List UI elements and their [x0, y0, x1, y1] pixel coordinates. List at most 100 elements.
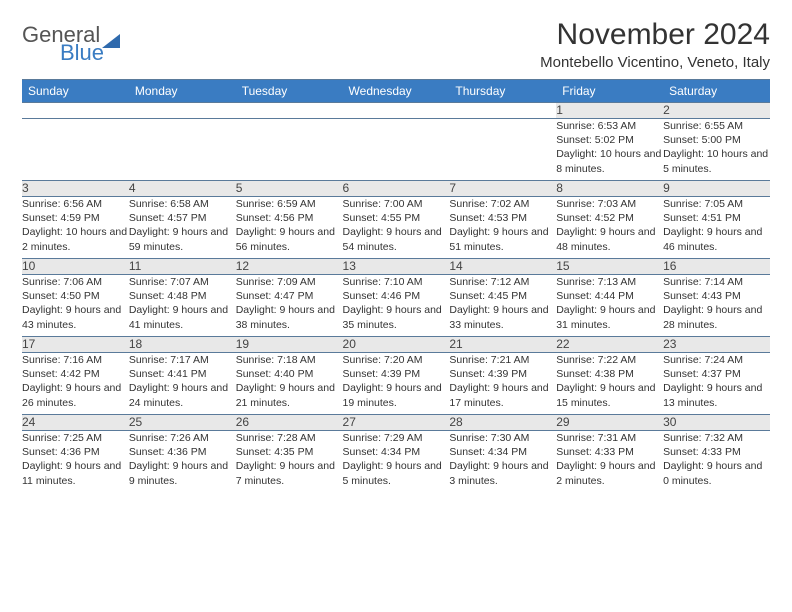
weekday-header-row: Sunday Monday Tuesday Wednesday Thursday…: [22, 80, 770, 103]
day-number-cell: [449, 103, 556, 119]
day-data-cell: Sunrise: 7:28 AMSunset: 4:35 PMDaylight:…: [236, 431, 343, 493]
day-number-cell: 20: [343, 337, 450, 353]
day-data-cell: Sunrise: 7:20 AMSunset: 4:39 PMDaylight:…: [343, 353, 450, 415]
calendar-body: 12Sunrise: 6:53 AMSunset: 5:02 PMDayligh…: [22, 103, 770, 493]
day-data-cell: Sunrise: 6:59 AMSunset: 4:56 PMDaylight:…: [236, 197, 343, 259]
sunset-text: Sunset: 4:34 PM: [343, 445, 450, 459]
daylight-text: Daylight: 9 hours and 13 minutes.: [663, 381, 770, 409]
daylight-text: Daylight: 9 hours and 51 minutes.: [449, 225, 556, 253]
day-number-cell: 29: [556, 415, 663, 431]
day-data-cell: Sunrise: 7:24 AMSunset: 4:37 PMDaylight:…: [663, 353, 770, 415]
sunrise-text: Sunrise: 6:58 AM: [129, 197, 236, 211]
day-number-cell: 7: [449, 181, 556, 197]
day-data-cell: Sunrise: 7:02 AMSunset: 4:53 PMDaylight:…: [449, 197, 556, 259]
day-number-cell: 16: [663, 259, 770, 275]
brand-part2: Blue: [60, 42, 120, 64]
day-number-cell: 24: [22, 415, 129, 431]
sunset-text: Sunset: 4:37 PM: [663, 367, 770, 381]
sunrise-text: Sunrise: 7:06 AM: [22, 275, 129, 289]
day-data-cell: Sunrise: 7:03 AMSunset: 4:52 PMDaylight:…: [556, 197, 663, 259]
sunrise-text: Sunrise: 7:22 AM: [556, 353, 663, 367]
header: General Blue November 2024 Montebello Vi…: [22, 18, 770, 71]
sunset-text: Sunset: 4:47 PM: [236, 289, 343, 303]
calendar-table: Sunday Monday Tuesday Wednesday Thursday…: [22, 80, 770, 493]
daylight-text: Daylight: 9 hours and 9 minutes.: [129, 459, 236, 487]
day-data-cell: Sunrise: 7:07 AMSunset: 4:48 PMDaylight:…: [129, 275, 236, 337]
day-number-cell: 3: [22, 181, 129, 197]
sunset-text: Sunset: 4:51 PM: [663, 211, 770, 225]
sunset-text: Sunset: 4:57 PM: [129, 211, 236, 225]
sunrise-text: Sunrise: 7:24 AM: [663, 353, 770, 367]
daylight-text: Daylight: 9 hours and 19 minutes.: [343, 381, 450, 409]
day-number-cell: 26: [236, 415, 343, 431]
sunset-text: Sunset: 4:43 PM: [663, 289, 770, 303]
day-number-cell: 2: [663, 103, 770, 119]
sunset-text: Sunset: 4:44 PM: [556, 289, 663, 303]
daylight-text: Daylight: 9 hours and 54 minutes.: [343, 225, 450, 253]
sunrise-text: Sunrise: 7:07 AM: [129, 275, 236, 289]
day-data-cell: Sunrise: 7:18 AMSunset: 4:40 PMDaylight:…: [236, 353, 343, 415]
sunrise-text: Sunrise: 6:55 AM: [663, 119, 770, 133]
sunset-text: Sunset: 4:34 PM: [449, 445, 556, 459]
daylight-text: Daylight: 9 hours and 28 minutes.: [663, 303, 770, 331]
location-text: Montebello Vicentino, Veneto, Italy: [540, 54, 770, 71]
weekday-sun: Sunday: [22, 80, 129, 103]
sunrise-text: Sunrise: 7:14 AM: [663, 275, 770, 289]
daylight-text: Daylight: 9 hours and 7 minutes.: [236, 459, 343, 487]
daylight-text: Daylight: 10 hours and 8 minutes.: [556, 147, 663, 175]
day-data-row: Sunrise: 7:25 AMSunset: 4:36 PMDaylight:…: [22, 431, 770, 493]
sunrise-text: Sunrise: 7:12 AM: [449, 275, 556, 289]
daylight-text: Daylight: 9 hours and 46 minutes.: [663, 225, 770, 253]
weekday-fri: Friday: [556, 80, 663, 103]
sunset-text: Sunset: 4:33 PM: [556, 445, 663, 459]
day-data-cell: Sunrise: 7:16 AMSunset: 4:42 PMDaylight:…: [22, 353, 129, 415]
sunrise-text: Sunrise: 7:32 AM: [663, 431, 770, 445]
day-number-cell: 28: [449, 415, 556, 431]
sunrise-text: Sunrise: 7:03 AM: [556, 197, 663, 211]
sunset-text: Sunset: 4:35 PM: [236, 445, 343, 459]
daylight-text: Daylight: 9 hours and 43 minutes.: [22, 303, 129, 331]
weekday-thu: Thursday: [449, 80, 556, 103]
day-data-cell: Sunrise: 7:12 AMSunset: 4:45 PMDaylight:…: [449, 275, 556, 337]
day-data-cell: [343, 119, 450, 181]
day-data-cell: Sunrise: 7:00 AMSunset: 4:55 PMDaylight:…: [343, 197, 450, 259]
sunrise-text: Sunrise: 7:16 AM: [22, 353, 129, 367]
day-number-cell: 14: [449, 259, 556, 275]
sunset-text: Sunset: 4:42 PM: [22, 367, 129, 381]
day-data-cell: Sunrise: 7:26 AMSunset: 4:36 PMDaylight:…: [129, 431, 236, 493]
day-number-cell: 30: [663, 415, 770, 431]
title-block: November 2024 Montebello Vicentino, Vene…: [540, 18, 770, 71]
day-number-cell: 17: [22, 337, 129, 353]
day-number-cell: 9: [663, 181, 770, 197]
daylight-text: Daylight: 9 hours and 17 minutes.: [449, 381, 556, 409]
weekday-mon: Monday: [129, 80, 236, 103]
sunrise-text: Sunrise: 7:09 AM: [236, 275, 343, 289]
sunrise-text: Sunrise: 7:30 AM: [449, 431, 556, 445]
day-data-cell: Sunrise: 7:29 AMSunset: 4:34 PMDaylight:…: [343, 431, 450, 493]
sunrise-text: Sunrise: 7:28 AM: [236, 431, 343, 445]
sunrise-text: Sunrise: 6:56 AM: [22, 197, 129, 211]
day-number-row: 3456789: [22, 181, 770, 197]
day-data-cell: [236, 119, 343, 181]
day-data-row: Sunrise: 7:16 AMSunset: 4:42 PM Daylight:…: [22, 353, 770, 415]
sunset-text: Sunset: 4:39 PM: [449, 367, 556, 381]
day-number-cell: 21: [449, 337, 556, 353]
sunset-text: Sunset: 4:59 PM: [22, 211, 129, 225]
daylight-text: Daylight: 9 hours and 48 minutes.: [556, 225, 663, 253]
day-data-cell: Sunrise: 6:53 AMSunset: 5:02 PMDaylight:…: [556, 119, 663, 181]
day-number-cell: 19: [236, 337, 343, 353]
day-data-cell: Sunrise: 7:25 AMSunset: 4:36 PMDaylight:…: [22, 431, 129, 493]
daylight-text: Daylight: 9 hours and 38 minutes.: [236, 303, 343, 331]
sunrise-text: Sunrise: 7:25 AM: [22, 431, 129, 445]
daylight-text: Daylight: 9 hours and 59 minutes.: [129, 225, 236, 253]
day-data-cell: Sunrise: 7:09 AMSunset: 4:47 PMDaylight:…: [236, 275, 343, 337]
day-data-cell: Sunrise: 7:05 AMSunset: 4:51 PMDaylight:…: [663, 197, 770, 259]
day-data-cell: Sunrise: 6:55 AMSunset: 5:00 PMDaylight:…: [663, 119, 770, 181]
sunset-text: Sunset: 4:56 PM: [236, 211, 343, 225]
sunset-text: Sunset: 4:53 PM: [449, 211, 556, 225]
day-number-cell: 11: [129, 259, 236, 275]
day-data-cell: Sunrise: 7:14 AMSunset: 4:43 PMDaylight:…: [663, 275, 770, 337]
day-data-cell: Sunrise: 7:21 AMSunset: 4:39 PMDaylight:…: [449, 353, 556, 415]
sunrise-text: Sunrise: 7:20 AM: [343, 353, 450, 367]
sunrise-text: Sunrise: 7:13 AM: [556, 275, 663, 289]
